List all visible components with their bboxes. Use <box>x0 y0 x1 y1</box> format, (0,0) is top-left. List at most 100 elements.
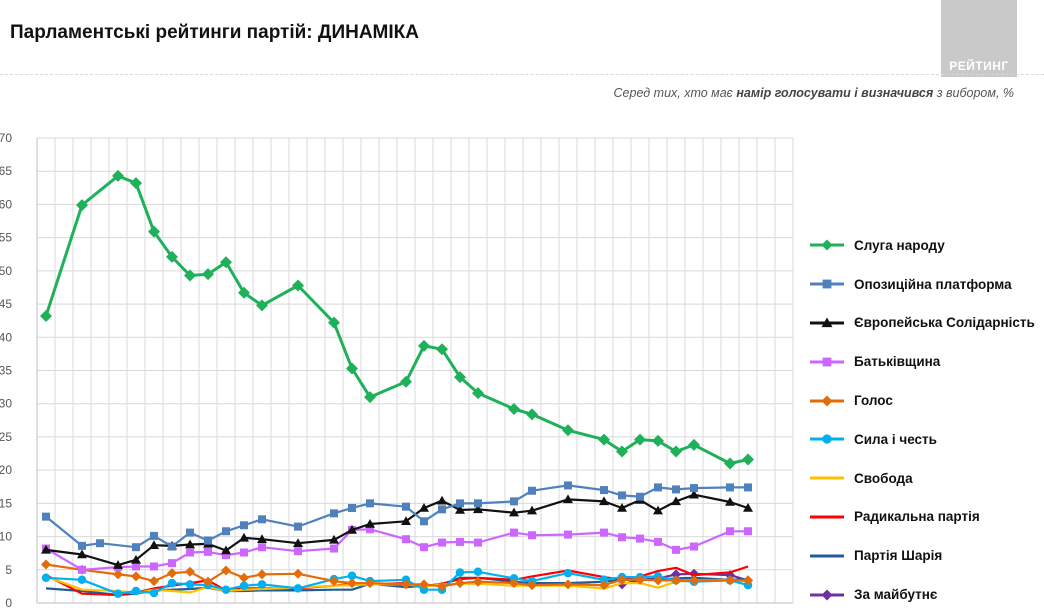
data-point <box>821 239 833 251</box>
series-0 <box>40 169 754 470</box>
data-point <box>148 225 160 238</box>
data-point <box>401 579 411 590</box>
data-point <box>292 279 304 292</box>
data-point <box>822 279 832 289</box>
data-point <box>689 575 699 586</box>
data-point <box>509 578 519 589</box>
data-point <box>41 544 51 554</box>
data-point <box>670 445 682 458</box>
data-point <box>348 504 356 513</box>
subtitle-post: з вибором, % <box>933 86 1014 100</box>
series-1 <box>42 481 752 552</box>
series-4 <box>41 559 753 592</box>
logo-text: РЕЙТИНГ <box>949 59 1009 73</box>
legend-label: Радикальна партія <box>854 509 980 525</box>
data-point <box>96 539 104 548</box>
data-point <box>726 483 734 492</box>
data-point <box>113 569 123 580</box>
data-point <box>400 375 412 388</box>
data-point <box>598 433 610 446</box>
data-point <box>40 310 52 323</box>
data-point <box>186 548 194 557</box>
data-point <box>473 504 483 514</box>
subtitle-bold: намір голосувати і визначився <box>736 86 934 100</box>
data-point <box>436 343 448 356</box>
data-point <box>78 541 86 550</box>
data-point <box>347 524 357 534</box>
y-tick-label: 50 <box>0 264 12 278</box>
data-point <box>672 485 680 494</box>
y-tick-label: 70 <box>0 131 12 145</box>
legend-item: Свобода <box>808 459 1035 498</box>
chart-subtitle: Серед тих, хто має намір голосувати і ви… <box>614 86 1014 100</box>
legend-item: Слуга народу <box>808 226 1035 265</box>
legend-item: Європейська Солідарність <box>808 304 1035 343</box>
legend-swatch <box>810 476 844 480</box>
data-point <box>204 536 212 545</box>
data-point <box>419 579 429 590</box>
data-point <box>330 544 338 553</box>
legend-item: Сила і честь <box>808 420 1035 459</box>
y-tick-label: 10 <box>0 530 12 544</box>
data-point <box>510 497 518 506</box>
data-point <box>239 581 249 590</box>
data-point <box>130 177 142 190</box>
data-point <box>185 566 195 577</box>
data-point <box>636 534 644 543</box>
data-point <box>454 371 466 384</box>
data-point <box>653 505 663 515</box>
data-point <box>221 585 231 594</box>
data-point <box>347 578 357 589</box>
data-point <box>455 578 465 589</box>
data-point <box>185 580 195 589</box>
legend-label: Сила і честь <box>854 431 937 447</box>
legend-item: Партія Шарія <box>808 536 1035 575</box>
data-point <box>258 543 266 552</box>
data-point <box>671 575 681 586</box>
data-point <box>42 512 50 521</box>
page-title: Парламентські рейтинги партій: ДИНАМІКА <box>10 22 419 43</box>
y-tick-label: 30 <box>0 397 12 411</box>
legend-item: Радикальна партія <box>808 498 1035 537</box>
data-point <box>294 547 302 556</box>
data-point <box>77 575 87 584</box>
data-point <box>474 499 482 508</box>
data-point <box>402 535 410 544</box>
legend-swatch <box>810 239 844 251</box>
data-point <box>329 534 339 544</box>
data-point <box>132 562 140 571</box>
data-point <box>204 547 212 556</box>
data-point <box>527 505 537 515</box>
data-point <box>671 496 681 506</box>
data-point <box>726 527 734 536</box>
data-point <box>364 391 376 404</box>
data-point <box>821 589 833 601</box>
data-point <box>41 559 51 570</box>
data-point <box>78 565 86 574</box>
data-point <box>166 250 178 263</box>
data-point <box>509 507 519 517</box>
data-point <box>636 492 644 501</box>
data-point <box>418 339 430 352</box>
data-point <box>617 503 627 512</box>
data-point <box>725 497 735 506</box>
data-point <box>744 483 752 492</box>
legend-swatch <box>810 357 844 367</box>
data-point <box>293 538 303 547</box>
data-point <box>437 495 447 505</box>
data-point <box>618 533 626 542</box>
data-point <box>149 540 159 549</box>
data-point <box>618 491 626 500</box>
legend-label: За майбутнє <box>854 587 938 603</box>
data-point <box>600 528 608 537</box>
data-point <box>113 589 123 598</box>
data-point <box>184 269 196 282</box>
data-point <box>257 569 267 580</box>
data-point <box>510 528 518 537</box>
data-point <box>821 395 833 407</box>
data-point <box>821 317 833 328</box>
y-tick-label: 5 <box>5 563 12 577</box>
data-point <box>563 494 573 504</box>
data-point <box>438 505 446 514</box>
